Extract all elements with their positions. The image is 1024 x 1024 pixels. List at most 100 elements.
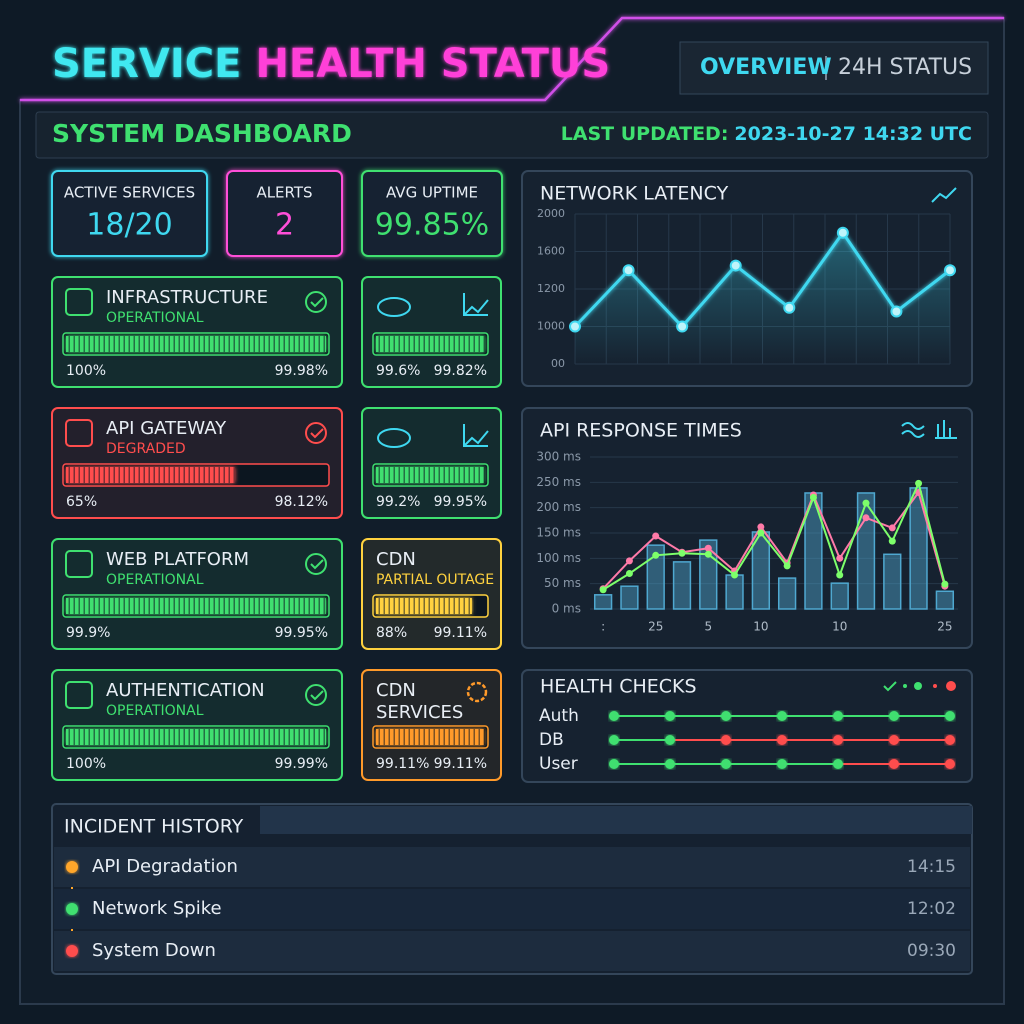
incident-row: [54, 931, 970, 971]
response-point: [836, 554, 844, 562]
x-tick-label: :: [601, 620, 605, 634]
stat-label: ACTIVE SERVICES: [64, 184, 195, 202]
service-card: [51, 669, 343, 781]
progress-label: 100%: [66, 363, 106, 379]
service-icon: [65, 550, 93, 578]
progress-label: 99.6%: [376, 363, 420, 379]
progress-stripes: [376, 729, 485, 745]
response-bar: [777, 577, 797, 610]
x-tick-label: 10: [753, 620, 768, 634]
check-dot: [889, 711, 899, 721]
latency-point: [836, 226, 849, 239]
legend-check: [883, 681, 897, 692]
response-bar: [909, 487, 928, 610]
title-part: SERVICE: [52, 41, 241, 87]
service-card: [361, 407, 502, 519]
incident-dot: [66, 861, 78, 873]
check-dot: [777, 711, 787, 721]
trend-icon: [463, 424, 489, 447]
stat-value: 99.85%: [375, 208, 489, 243]
response-point: [888, 524, 896, 532]
title-part: HEALTH STATUS: [255, 41, 610, 87]
y-tick-label: 1600: [537, 245, 565, 258]
y-tick-label: 1000: [537, 320, 565, 333]
response-bar: [830, 582, 849, 610]
check-dot: [777, 759, 787, 769]
progress-label: 99.11%: [376, 756, 429, 772]
service-name: CDN: [376, 680, 416, 701]
stat-value: 2: [275, 208, 294, 243]
check-dot: [609, 711, 619, 721]
y-tick-label: 2000: [537, 207, 565, 220]
stat-card: [361, 170, 503, 257]
uptime-label: 98.12%: [275, 494, 328, 510]
service-card: [361, 276, 502, 388]
response-point: [757, 529, 765, 537]
response-bar: [620, 585, 639, 610]
check-dot: [665, 735, 675, 745]
check-dot: [945, 711, 955, 721]
frame-glow: [20, 16, 1004, 102]
service-status: DEGRADED: [106, 441, 186, 457]
response-point: [941, 580, 949, 588]
service-card: [51, 407, 343, 519]
chart-icon: [931, 187, 957, 203]
progress-label: 99.2%: [376, 494, 420, 510]
stat-label: ALERTS: [256, 184, 312, 202]
latency-line: [573, 230, 951, 329]
latency-point: [783, 301, 796, 314]
uptime-label: 99.11%: [434, 756, 487, 772]
service-status: OPERATIONAL: [106, 703, 204, 719]
incident-time: 14:15: [907, 857, 956, 877]
service-card: [361, 669, 502, 781]
updated-value: 2023-10-27 14:32 UTC: [734, 123, 972, 145]
service-name: CDN: [376, 549, 416, 570]
service-name: INFRASTRUCTURE: [106, 287, 268, 308]
stat-card: [226, 170, 343, 257]
y-tick-label: 100 ms: [536, 551, 581, 565]
response-point: [704, 544, 712, 552]
chart-icon: [901, 420, 957, 439]
latency-area: [575, 232, 950, 364]
legend-dot: [903, 684, 907, 688]
y-tick-label: 250 ms: [536, 475, 581, 489]
chart-title: HEALTH CHECKS: [540, 676, 697, 698]
service-icon: [65, 681, 93, 709]
service-card: [51, 276, 343, 388]
incident-row: [54, 847, 970, 887]
stat-card: [51, 170, 208, 257]
tab[interactable]: 24H STATUS: [838, 55, 972, 80]
y-tick-label: 300 ms: [536, 450, 581, 464]
service-status: OPERATIONAL: [106, 310, 204, 326]
progress-stripes: [376, 598, 485, 614]
progress-stripes: [376, 467, 485, 483]
section-title: INCIDENT HISTORY: [64, 816, 244, 838]
incident-header: [260, 806, 972, 834]
response-bar: [646, 544, 665, 610]
service-status: PARTIAL OUTAGE: [376, 572, 494, 588]
progress-stripes: [376, 336, 485, 352]
x-tick-label: 5: [704, 620, 712, 634]
check-name: DB: [539, 730, 564, 750]
check-dot: [609, 735, 619, 745]
check-dot: [945, 759, 955, 769]
card-icon: [377, 297, 411, 317]
response-point: [888, 537, 896, 545]
progress-stripes: [66, 467, 326, 483]
response-point: [731, 571, 739, 579]
y-tick-label: 50 ms: [544, 576, 581, 590]
response-point: [809, 494, 817, 502]
tab[interactable]: OVERVIEW: [700, 55, 832, 80]
check-name: User: [539, 754, 578, 774]
check-dot: [665, 711, 675, 721]
progress-stripes: [66, 336, 326, 352]
uptime-label: 99.95%: [275, 625, 328, 641]
progress-label: 100%: [66, 756, 106, 772]
y-tick-label: 1200: [537, 282, 565, 295]
gear-icon: [466, 681, 488, 703]
legend-dot: [914, 682, 922, 690]
response-point: [652, 532, 660, 540]
check-dot: [889, 735, 899, 745]
status-icon: [305, 684, 327, 706]
